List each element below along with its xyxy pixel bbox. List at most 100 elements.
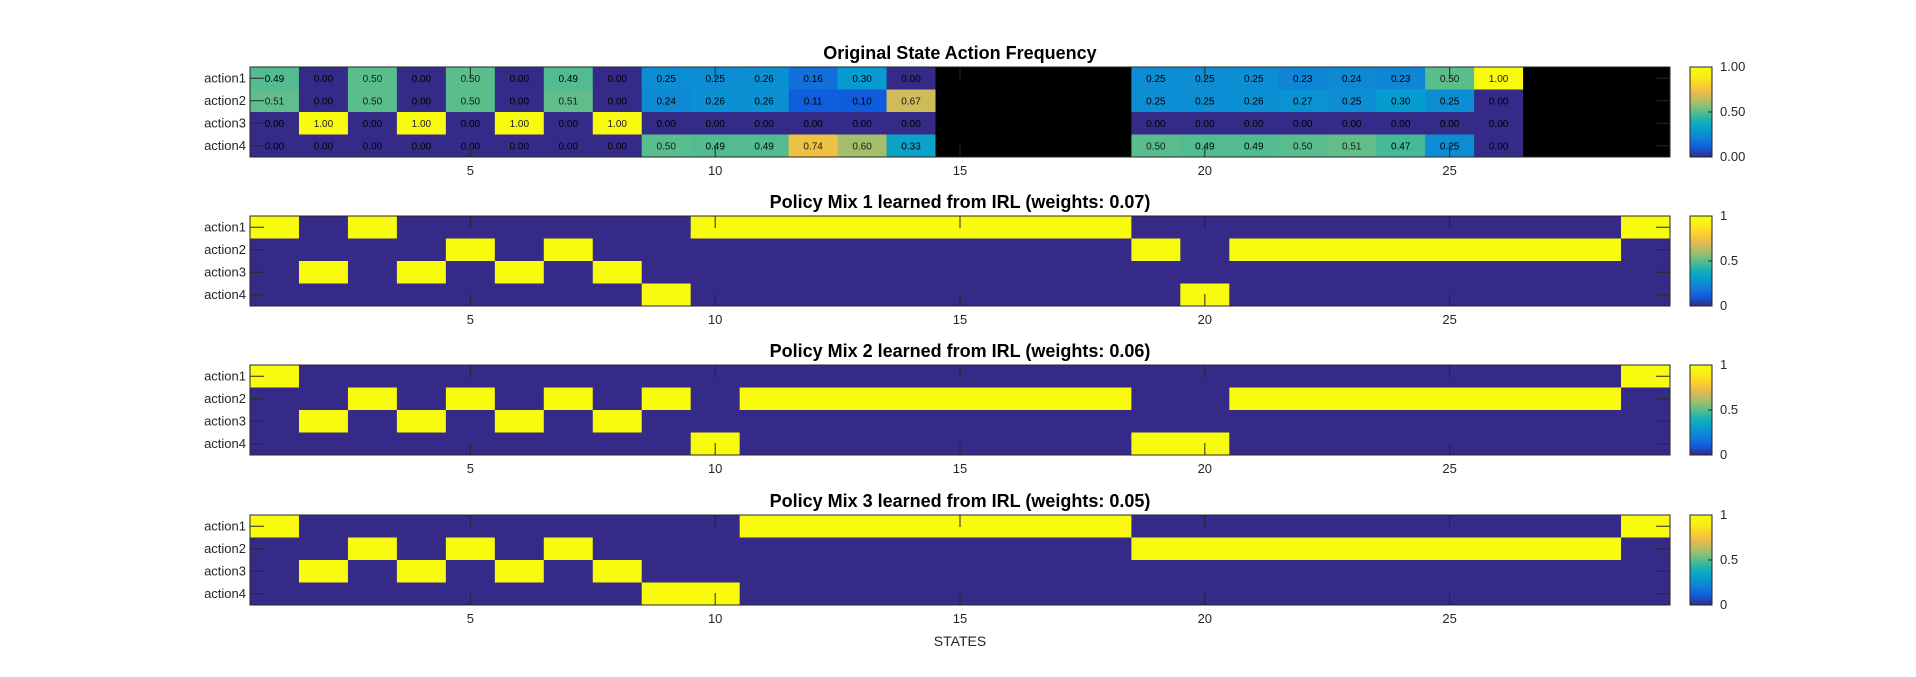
heatmap-cell [1033, 365, 1083, 388]
heatmap-cell [984, 134, 1034, 158]
heatmap-cell [396, 261, 447, 284]
heatmap-cell [250, 134, 300, 158]
heatmap-cell [1278, 238, 1328, 262]
heatmap-cell [886, 365, 937, 388]
heatmap-cell [788, 515, 839, 538]
heatmap-cell [837, 283, 888, 307]
heatmap-cell [250, 410, 300, 433]
cell-value-label: 0.00 [314, 74, 334, 85]
heatmap-cell [1376, 216, 1426, 239]
cell-value-label: 0.26 [1244, 96, 1264, 107]
heatmap-cell [886, 410, 937, 433]
heatmap-cell [837, 89, 888, 113]
heatmap-cell [1621, 560, 1671, 583]
heatmap-cell [1033, 261, 1083, 284]
heatmap-cell [250, 67, 300, 90]
heatmap-cell [445, 410, 496, 433]
heatmap-cell [543, 410, 594, 433]
x-tick-label: 10 [708, 611, 722, 626]
heatmap-cell [1327, 515, 1377, 538]
heatmap-cell [788, 89, 839, 113]
heatmap-cell [250, 216, 300, 239]
heatmap-cell [984, 89, 1034, 113]
heatmap-cell [690, 112, 741, 135]
heatmap-cell [396, 432, 447, 456]
heatmap-cell [886, 432, 937, 456]
heatmap-cell [886, 537, 937, 561]
cell-value-label: 0.00 [1489, 96, 1509, 107]
heatmap-cell [739, 560, 790, 583]
heatmap-cell [1327, 365, 1377, 388]
heatmap-cell [1425, 387, 1475, 411]
cell-value-label: 0.24 [1342, 74, 1362, 85]
heatmap-cell [788, 238, 839, 262]
heatmap-cell [1131, 365, 1181, 388]
heatmap-cell [886, 261, 937, 284]
cell-value-label: 0.51 [559, 96, 579, 107]
heatmap-cell [1327, 216, 1377, 239]
heatmap-cell [592, 365, 643, 388]
heatmap-cell [1131, 261, 1181, 284]
heatmap-cell [1033, 560, 1083, 583]
heatmap-cell [1523, 112, 1573, 135]
heatmap-cell [837, 515, 888, 538]
heatmap-cell [494, 238, 545, 262]
heatmap-cell [1131, 112, 1181, 135]
heatmap-cell [1621, 134, 1671, 158]
heatmap-cell [1229, 410, 1279, 433]
cell-value-label: 0.25 [1195, 96, 1215, 107]
heatmap-cell [984, 410, 1034, 433]
x-tick-label: 15 [953, 611, 967, 626]
heatmap-cell [1278, 410, 1328, 433]
heatmap-cell [1621, 67, 1671, 90]
heatmap-cell [1229, 283, 1279, 307]
heatmap-cell [250, 283, 300, 307]
heatmap-cell [1278, 67, 1328, 90]
heatmap-cell [935, 387, 985, 411]
heatmap-cell [837, 537, 888, 561]
cell-value-label: 0.27 [1293, 96, 1313, 107]
heatmap-cell [1523, 387, 1573, 411]
heatmap-cell [250, 365, 300, 388]
heatmap-cell [1033, 238, 1083, 262]
heatmap-cell [250, 387, 300, 411]
cell-value-label: 0.00 [754, 119, 774, 130]
colorbar-tick-label: 1 [1720, 507, 1727, 522]
cell-value-label: 0.50 [1293, 141, 1313, 152]
heatmap-cell [445, 560, 496, 583]
heatmap-cell [1180, 238, 1230, 262]
heatmap-cell [494, 67, 545, 90]
heatmap-cell [1523, 283, 1573, 307]
heatmap-cell [1572, 261, 1622, 284]
heatmap-cell [592, 387, 643, 411]
cell-value-label: 0.00 [1195, 119, 1215, 130]
heatmap-cell [690, 89, 741, 113]
heatmap-cell [445, 89, 496, 113]
heatmap-cell [739, 216, 790, 239]
heatmap-cell [347, 238, 398, 262]
cell-value-label: 0.00 [608, 96, 628, 107]
heatmap-cell [1180, 112, 1230, 135]
cell-value-label: 0.60 [852, 141, 872, 152]
heatmap-cell [1327, 89, 1377, 113]
heatmap-cell [1425, 560, 1475, 583]
x-tick-label: 25 [1442, 312, 1456, 327]
heatmap-cell [250, 89, 300, 113]
heatmap-cell [494, 261, 545, 284]
heatmap-cell [984, 365, 1034, 388]
heatmap-cell [592, 283, 643, 307]
heatmap-cell [1327, 387, 1377, 411]
heatmap-cell [1082, 238, 1132, 262]
heatmap-cell [347, 283, 398, 307]
cell-value-label: 0.00 [559, 119, 579, 130]
heatmap-cell [1033, 387, 1083, 411]
heatmap-cell [1229, 238, 1279, 262]
heatmap-cell [641, 410, 692, 433]
heatmap-cell [1572, 432, 1622, 456]
heatmap-cell [1033, 89, 1083, 113]
cell-value-label: 1.00 [608, 119, 628, 130]
heatmap-cell [935, 261, 985, 284]
heatmap-cell [788, 537, 839, 561]
heatmap-cell [1327, 134, 1377, 158]
x-tick-label: 10 [708, 163, 722, 178]
